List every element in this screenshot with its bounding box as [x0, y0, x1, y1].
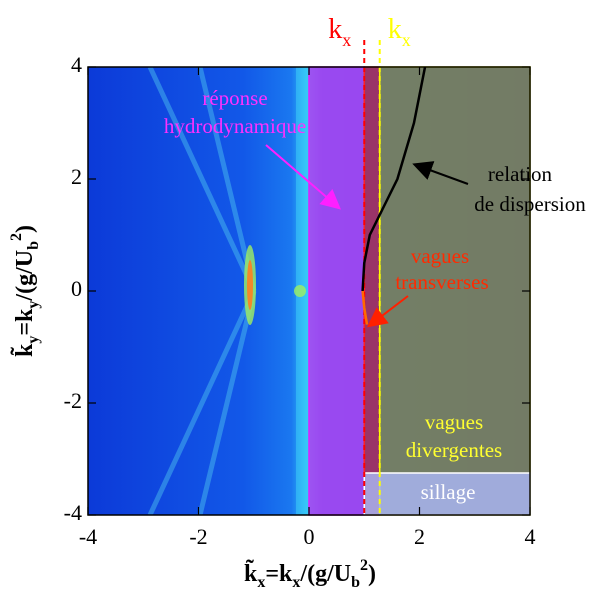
- x-tick-label: -2: [189, 524, 207, 549]
- annotation: de dispersion: [474, 192, 586, 216]
- marker-label: kx: [328, 14, 351, 50]
- x-label-part: x: [292, 574, 300, 591]
- y-label-part: ): [12, 225, 38, 233]
- annotation: divergentes: [406, 438, 502, 462]
- y-label-part: b: [25, 241, 42, 250]
- series-line: [361, 66, 427, 292]
- annotation-arrow: [366, 295, 409, 328]
- annotation-arrow: [265, 144, 342, 210]
- y-tick-label: 2: [71, 164, 82, 189]
- x-label-part: b: [351, 574, 360, 591]
- x-label-part: ): [368, 561, 376, 587]
- x-tick-label: 4: [525, 524, 536, 549]
- annotation: hydrodynamique: [164, 114, 306, 138]
- x-label-part: k̃: [244, 560, 258, 587]
- annotation: sillage: [421, 480, 476, 504]
- y-tick-label: 4: [71, 52, 82, 77]
- heatmap-peak: [247, 260, 253, 310]
- x-label-part: =k: [265, 561, 293, 587]
- series-line: [361, 290, 369, 325]
- x-tick-label: -4: [79, 524, 97, 549]
- annotation: relation: [488, 162, 553, 186]
- marker-label-part: k: [388, 14, 402, 45]
- marker-label-part: x: [342, 30, 351, 50]
- heatmap-streak: [147, 67, 257, 515]
- y-label-part: y: [25, 301, 42, 309]
- x-label-part: x: [257, 574, 265, 591]
- y-tick-label: 0: [71, 276, 82, 301]
- region: [308, 66, 365, 516]
- marker-label-part: x: [402, 30, 411, 50]
- annotation: réponse: [202, 86, 267, 110]
- y-tick-label: -4: [64, 500, 82, 525]
- annotation: vagues: [425, 410, 483, 434]
- marker-label: kx: [388, 14, 411, 50]
- x-label-part: /(g/U: [299, 561, 351, 587]
- region: [363, 472, 531, 516]
- x-label-part: 2: [360, 557, 368, 574]
- annotation: transverses: [395, 270, 488, 294]
- x-tick-label: 0: [304, 524, 315, 549]
- y-label-part: k̃: [11, 343, 38, 357]
- region: [363, 66, 381, 516]
- x-tick-label: 2: [414, 524, 425, 549]
- plot-frame: [87, 66, 531, 516]
- annotation: vagues: [411, 244, 469, 268]
- y-label-part: =k: [12, 308, 38, 336]
- marker-label-part: k: [328, 14, 342, 45]
- y-tick-label: -2: [64, 388, 82, 413]
- x-axis-label: k̃x=kx/(g/Ub2): [244, 557, 376, 591]
- heatmap-peak: [294, 285, 306, 297]
- y-axis-label: k̃y=ky/(g/Ub2): [8, 225, 42, 357]
- y-label-part: y: [25, 336, 42, 344]
- y-label-part: 2: [8, 233, 25, 241]
- y-label-part: /(g/U: [12, 250, 38, 302]
- annotation-arrow: [412, 161, 469, 185]
